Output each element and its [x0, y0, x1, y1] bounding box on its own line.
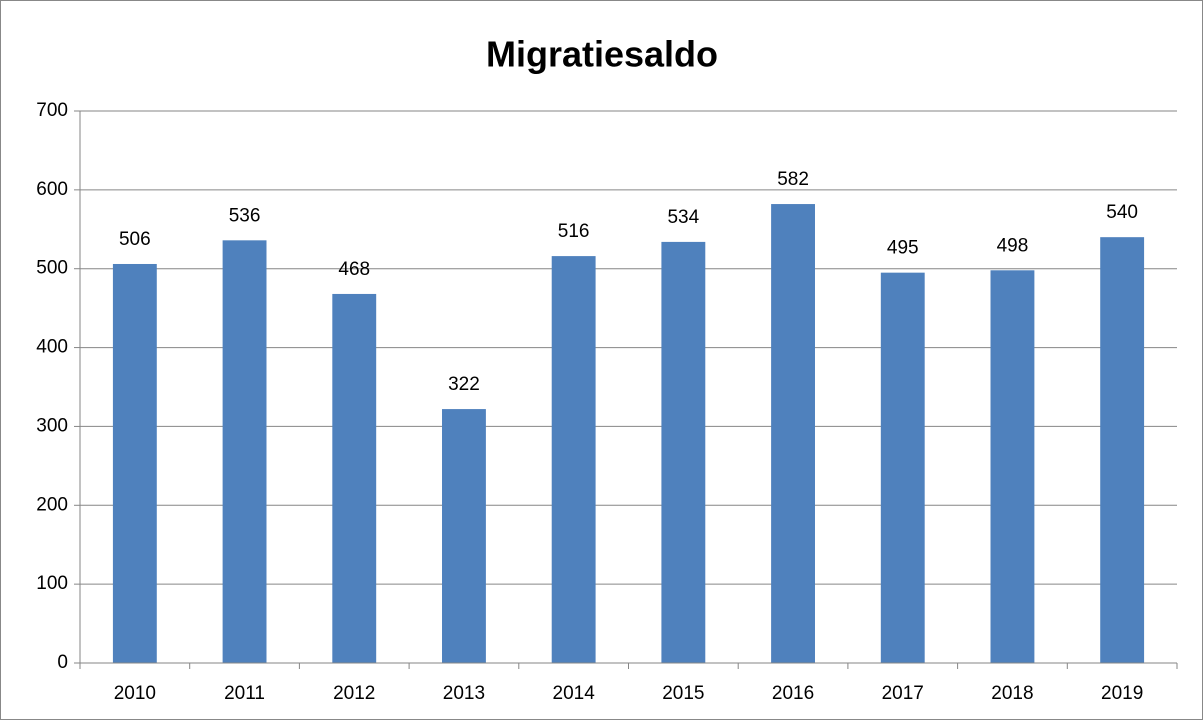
y-tick-label: 200	[36, 494, 68, 515]
y-tick-label: 700	[36, 100, 68, 121]
data-label: 468	[338, 259, 370, 280]
y-tick-label: 500	[36, 258, 68, 279]
x-tick-label: 2016	[772, 683, 814, 704]
x-tick-label: 2018	[991, 683, 1033, 704]
x-tick-label: 2019	[1101, 683, 1143, 704]
bar	[551, 256, 596, 663]
bar	[661, 241, 706, 663]
data-label: 495	[887, 238, 919, 259]
data-label: 540	[1106, 202, 1138, 223]
bar	[880, 272, 925, 663]
chart-title: Migratiesaldo	[486, 34, 718, 75]
y-tick-label: 300	[36, 415, 68, 436]
bar	[1100, 237, 1145, 663]
bar	[442, 409, 486, 663]
y-tick-label: 100	[36, 573, 68, 594]
data-label: 534	[667, 207, 699, 228]
data-label: 322	[448, 374, 480, 395]
x-tick-label: 2010	[114, 683, 156, 704]
data-label: 498	[997, 235, 1029, 256]
data-label: 516	[558, 221, 590, 242]
bar	[771, 204, 815, 663]
x-tick-label: 2014	[553, 683, 596, 704]
data-label: 536	[229, 205, 261, 226]
y-tick-label: 600	[36, 179, 68, 200]
data-label: 582	[777, 169, 809, 190]
x-tick-label: 2012	[333, 683, 375, 704]
data-label: 506	[119, 229, 151, 250]
bar	[332, 293, 377, 663]
bar	[112, 263, 157, 663]
bar	[990, 270, 1035, 663]
y-tick-label: 0	[57, 652, 68, 673]
x-tick-label: 2013	[443, 683, 485, 704]
x-tick-label: 2017	[882, 683, 924, 704]
x-tick-label: 2015	[662, 683, 704, 704]
y-tick-label: 400	[36, 337, 68, 358]
x-tick-label: 2011	[224, 683, 265, 704]
bar	[222, 240, 267, 663]
